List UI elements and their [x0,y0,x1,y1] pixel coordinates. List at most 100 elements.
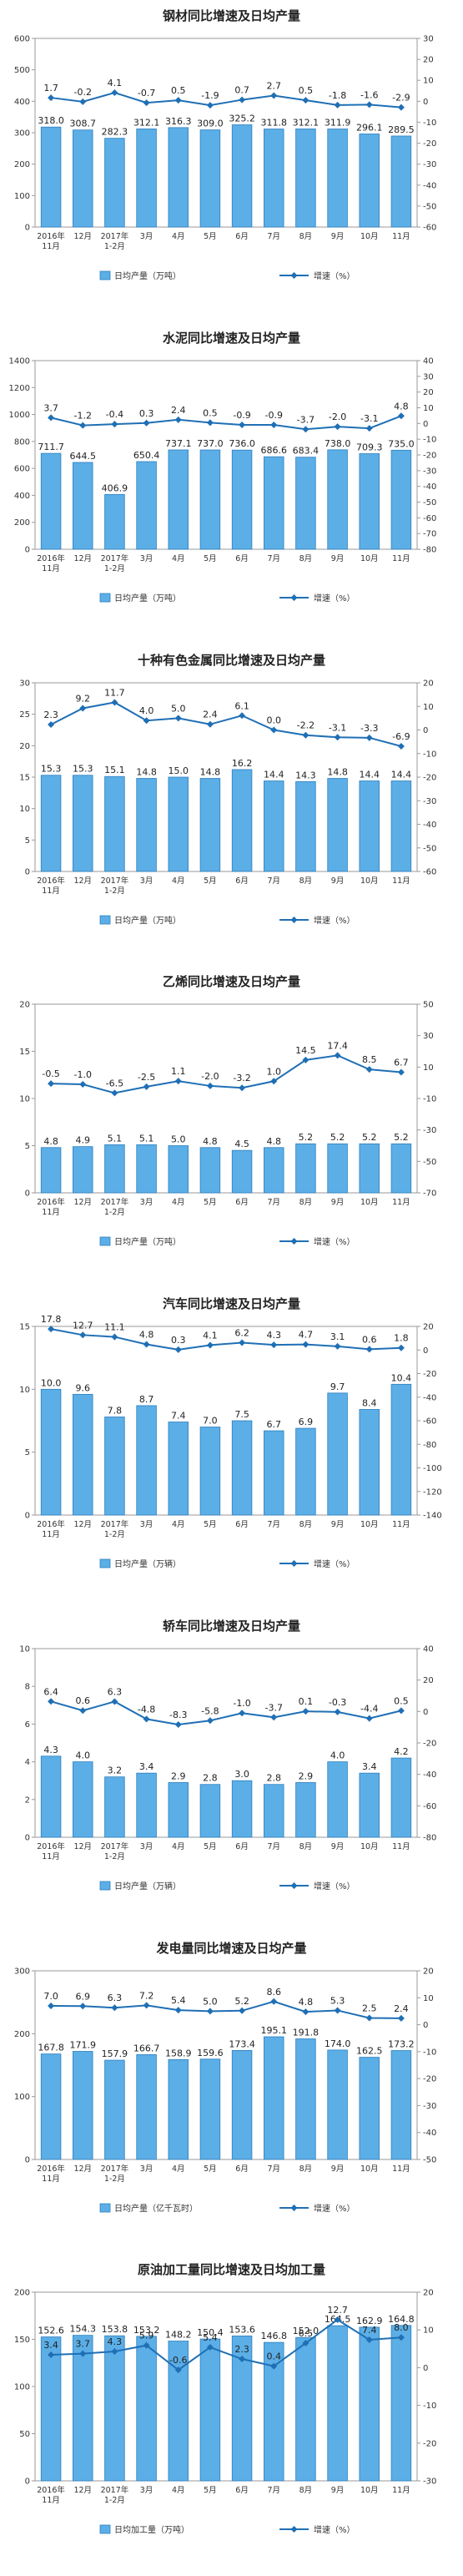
bar [359,2326,380,2482]
left-axis-tick-label: 10 [19,1386,30,1395]
line-point [111,1333,118,1341]
bar [295,1427,316,1516]
bar [104,775,125,871]
line-point [79,705,87,712]
right-axis-tick-label: -10 [423,750,436,759]
left-axis-tick-label: 0 [25,1190,30,1199]
growth-line [51,2000,401,2019]
bar-value-label: 735.0 [388,438,415,449]
category-label: 2016年 [37,1197,65,1207]
line-value-label: 4.8 [139,1329,154,1340]
category-label: 3月 [140,232,153,241]
chart-title: 原油加工量同比增速及日均加工量 [138,2262,325,2277]
bar-value-label: 167.8 [38,2042,64,2053]
category-label: 1-2月 [104,242,125,251]
left-axis-tick-label: 800 [14,437,30,447]
line-point [334,2316,341,2324]
category-label: 1-2月 [104,2174,125,2184]
line-point [302,1707,310,1715]
right-axis-tick-label: 20 [423,2289,434,2298]
line-point [334,1708,341,1715]
category-label: 5月 [204,2164,217,2174]
line-value-label: 5.0 [203,1996,218,2007]
line-point [79,2350,87,2357]
bar-value-label: 15.0 [169,765,189,776]
right-axis-tick-label: -10 [423,1095,436,1104]
line-value-label: -3.2 [233,1073,250,1083]
line-value-label: 6.3 [108,1993,123,2003]
line-point [239,2007,246,2014]
bar [136,777,157,871]
bar [295,1144,316,1194]
bar-value-label: 4.0 [76,1750,91,1760]
category-label: 3月 [140,1520,153,1529]
right-axis-tick-label: 10 [423,702,434,711]
right-axis-tick-label: -40 [423,181,436,190]
line-value-label: 3.1 [330,1331,345,1342]
category-label: 8月 [299,2164,313,2174]
left-axis-tick-label: 0 [25,1833,30,1842]
right-axis-tick-label: 10 [423,2326,434,2336]
category-label: 10月 [360,1198,379,1207]
line-value-label: 2.3 [43,710,58,720]
bar-value-label: 152.0 [293,2326,320,2336]
line-value-label: 5.4 [171,1995,186,2006]
line-point [270,1714,278,1721]
bar [73,1146,93,1194]
bar [40,1147,62,1194]
line-value-label: 1.1 [171,1066,186,1077]
bar [168,2341,189,2482]
left-axis-tick-label: 400 [14,492,30,501]
category-label: 8月 [299,1520,313,1529]
line-value-label: -0.9 [265,410,283,421]
category-label: 11月 [392,2486,410,2495]
legend-line-marker [290,2204,298,2211]
line-value-label: -4.4 [360,1703,378,1714]
right-axis-tick-label: 10 [423,77,434,86]
legend-bar-label: 日均产量（亿千瓦时） [114,2203,198,2214]
category-label: 10月 [360,554,379,563]
left-axis-tick-label: 300 [14,1967,30,1976]
category-label: 6月 [235,1198,249,1207]
line-point [302,2008,310,2015]
category-label: 11月 [42,242,60,251]
bar-value-label: 14.8 [327,766,348,777]
category-label: 12月 [73,554,92,563]
category-label: 3月 [140,2164,153,2174]
line-point [206,1341,214,1349]
bar-value-label: 4.8 [267,1136,282,1147]
bar [104,1776,125,1838]
line-point [48,414,55,422]
legend-bar-label: 日均产量（万吨） [114,1236,181,1247]
line-point [111,2003,118,2011]
bar-value-label: 4.3 [43,1745,58,1755]
bar [295,2038,316,2159]
right-axis-tick-label: -50 [423,844,436,853]
bar-value-label: 7.4 [171,1411,186,1422]
category-label: 5月 [204,1198,217,1207]
legend-bar-swatch [99,593,111,603]
left-axis-tick-label: 8 [25,1682,30,1691]
left-axis-tick-label: 0 [25,1512,30,1521]
bar [295,2337,316,2482]
right-axis-tick-label: -30 [423,796,436,806]
line-value-label: 17.8 [41,1314,62,1325]
category-label: 10月 [360,232,379,241]
bar-value-label: 4.2 [394,1746,409,1757]
chart-title: 轿车同比增速及日均产量 [163,1619,300,1634]
line-value-label: -3.1 [329,722,346,733]
category-label: 1-2月 [104,1530,125,1539]
line-value-label: -1.6 [360,89,378,100]
category-label: 9月 [331,2164,345,2174]
line-point [270,726,278,733]
bar-value-label: 14.4 [264,769,284,780]
line-value-label: 4.3 [267,1330,282,1341]
right-axis-tick-label: -50 [423,498,436,508]
line-point [206,1717,214,1725]
bar-value-label: 737.1 [165,438,192,449]
line-point [270,421,278,428]
bar-value-label: 736.0 [229,438,255,449]
bar-value-label: 14.3 [295,770,316,780]
line-point [143,2341,150,2349]
line-point [365,1715,373,1722]
